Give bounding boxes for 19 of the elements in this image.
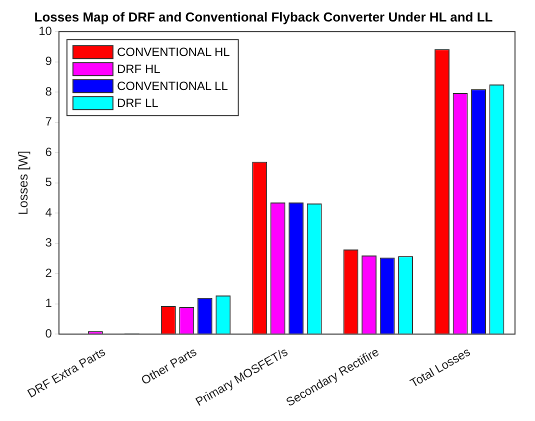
y-tick-label: 8	[45, 84, 52, 98]
y-tick-label: 3	[45, 236, 52, 250]
legend-label: CONVENTIONAL LL	[116, 78, 228, 93]
legend-label: DRF LL	[116, 96, 159, 110]
y-tick-label: 4	[45, 205, 52, 220]
y-tick-label: 1	[45, 296, 52, 310]
y-tick-label: 9	[45, 54, 52, 68]
legend-label: CONVENTIONAL HL	[116, 44, 230, 59]
y-tick-label: 10	[38, 24, 52, 38]
y-tick-label: 2	[45, 266, 52, 280]
y-tick-label: 6	[45, 144, 52, 159]
legend-label: DRF HL	[116, 62, 161, 76]
y-tick-label: 7	[45, 114, 52, 129]
chart-title: Losses Map of DRF and Conventional Flyback Converter Under HL and LL	[34, 9, 493, 24]
y-tick-label: 0	[45, 326, 52, 340]
y-axis-title: Losses [W]	[15, 150, 30, 216]
x-tick-label: Other Parts	[138, 344, 199, 388]
x-tick-label: DRF Extra Parts	[25, 344, 108, 401]
y-tick-label: 5	[45, 175, 52, 190]
